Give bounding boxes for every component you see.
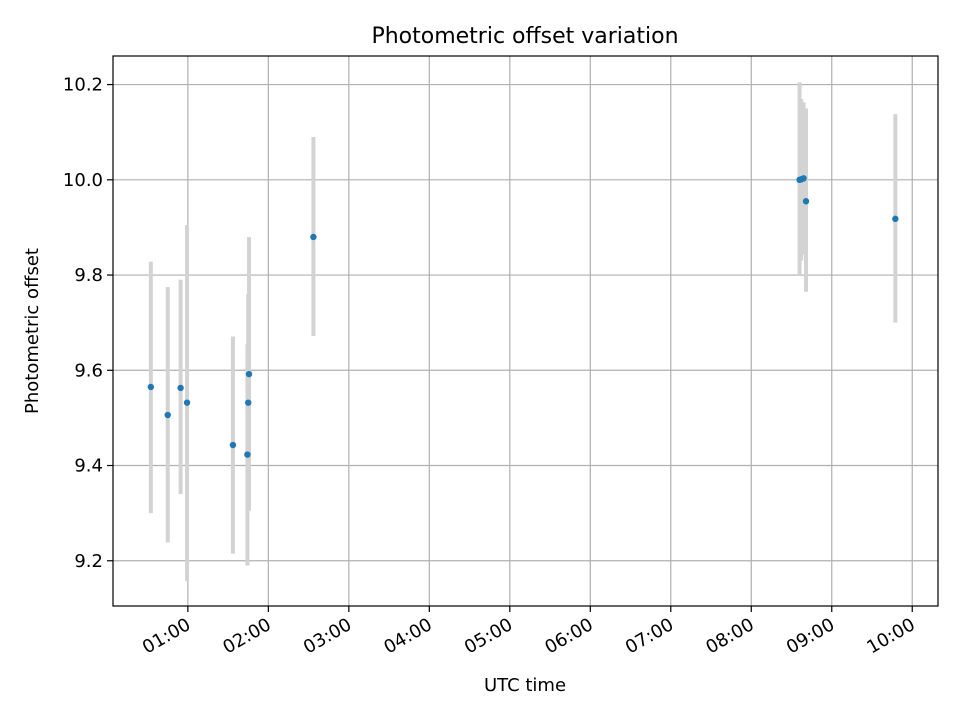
x-axis-label: UTC time (484, 675, 566, 696)
data-point (229, 441, 237, 449)
data-point (177, 384, 184, 392)
y-tick-label: 9.6 (74, 360, 103, 381)
data-point (245, 399, 252, 406)
y-tick-label: 9.2 (74, 551, 103, 572)
chart-title: Photometric offset variation (371, 24, 678, 49)
data-point (245, 370, 253, 378)
data-point (183, 399, 191, 406)
y-tick-label: 9.8 (74, 265, 103, 286)
data-points (147, 175, 899, 458)
data-point (892, 215, 899, 223)
data-point (164, 411, 171, 419)
y-tick-label: 10.0 (63, 170, 103, 191)
data-point (147, 383, 155, 391)
y-axis-ticks: 9.2 9.4 9.6 9.8 10.0 10.2 (63, 75, 113, 572)
data-point (310, 233, 317, 241)
y-tick-label: 10.2 (63, 75, 103, 96)
y-axis-label: Photometric offset (22, 248, 43, 414)
y-tick-label: 9.4 (74, 456, 103, 477)
data-point (800, 175, 807, 182)
data-point (802, 198, 810, 205)
plot-frame (112, 55, 939, 607)
data-point (244, 451, 251, 458)
